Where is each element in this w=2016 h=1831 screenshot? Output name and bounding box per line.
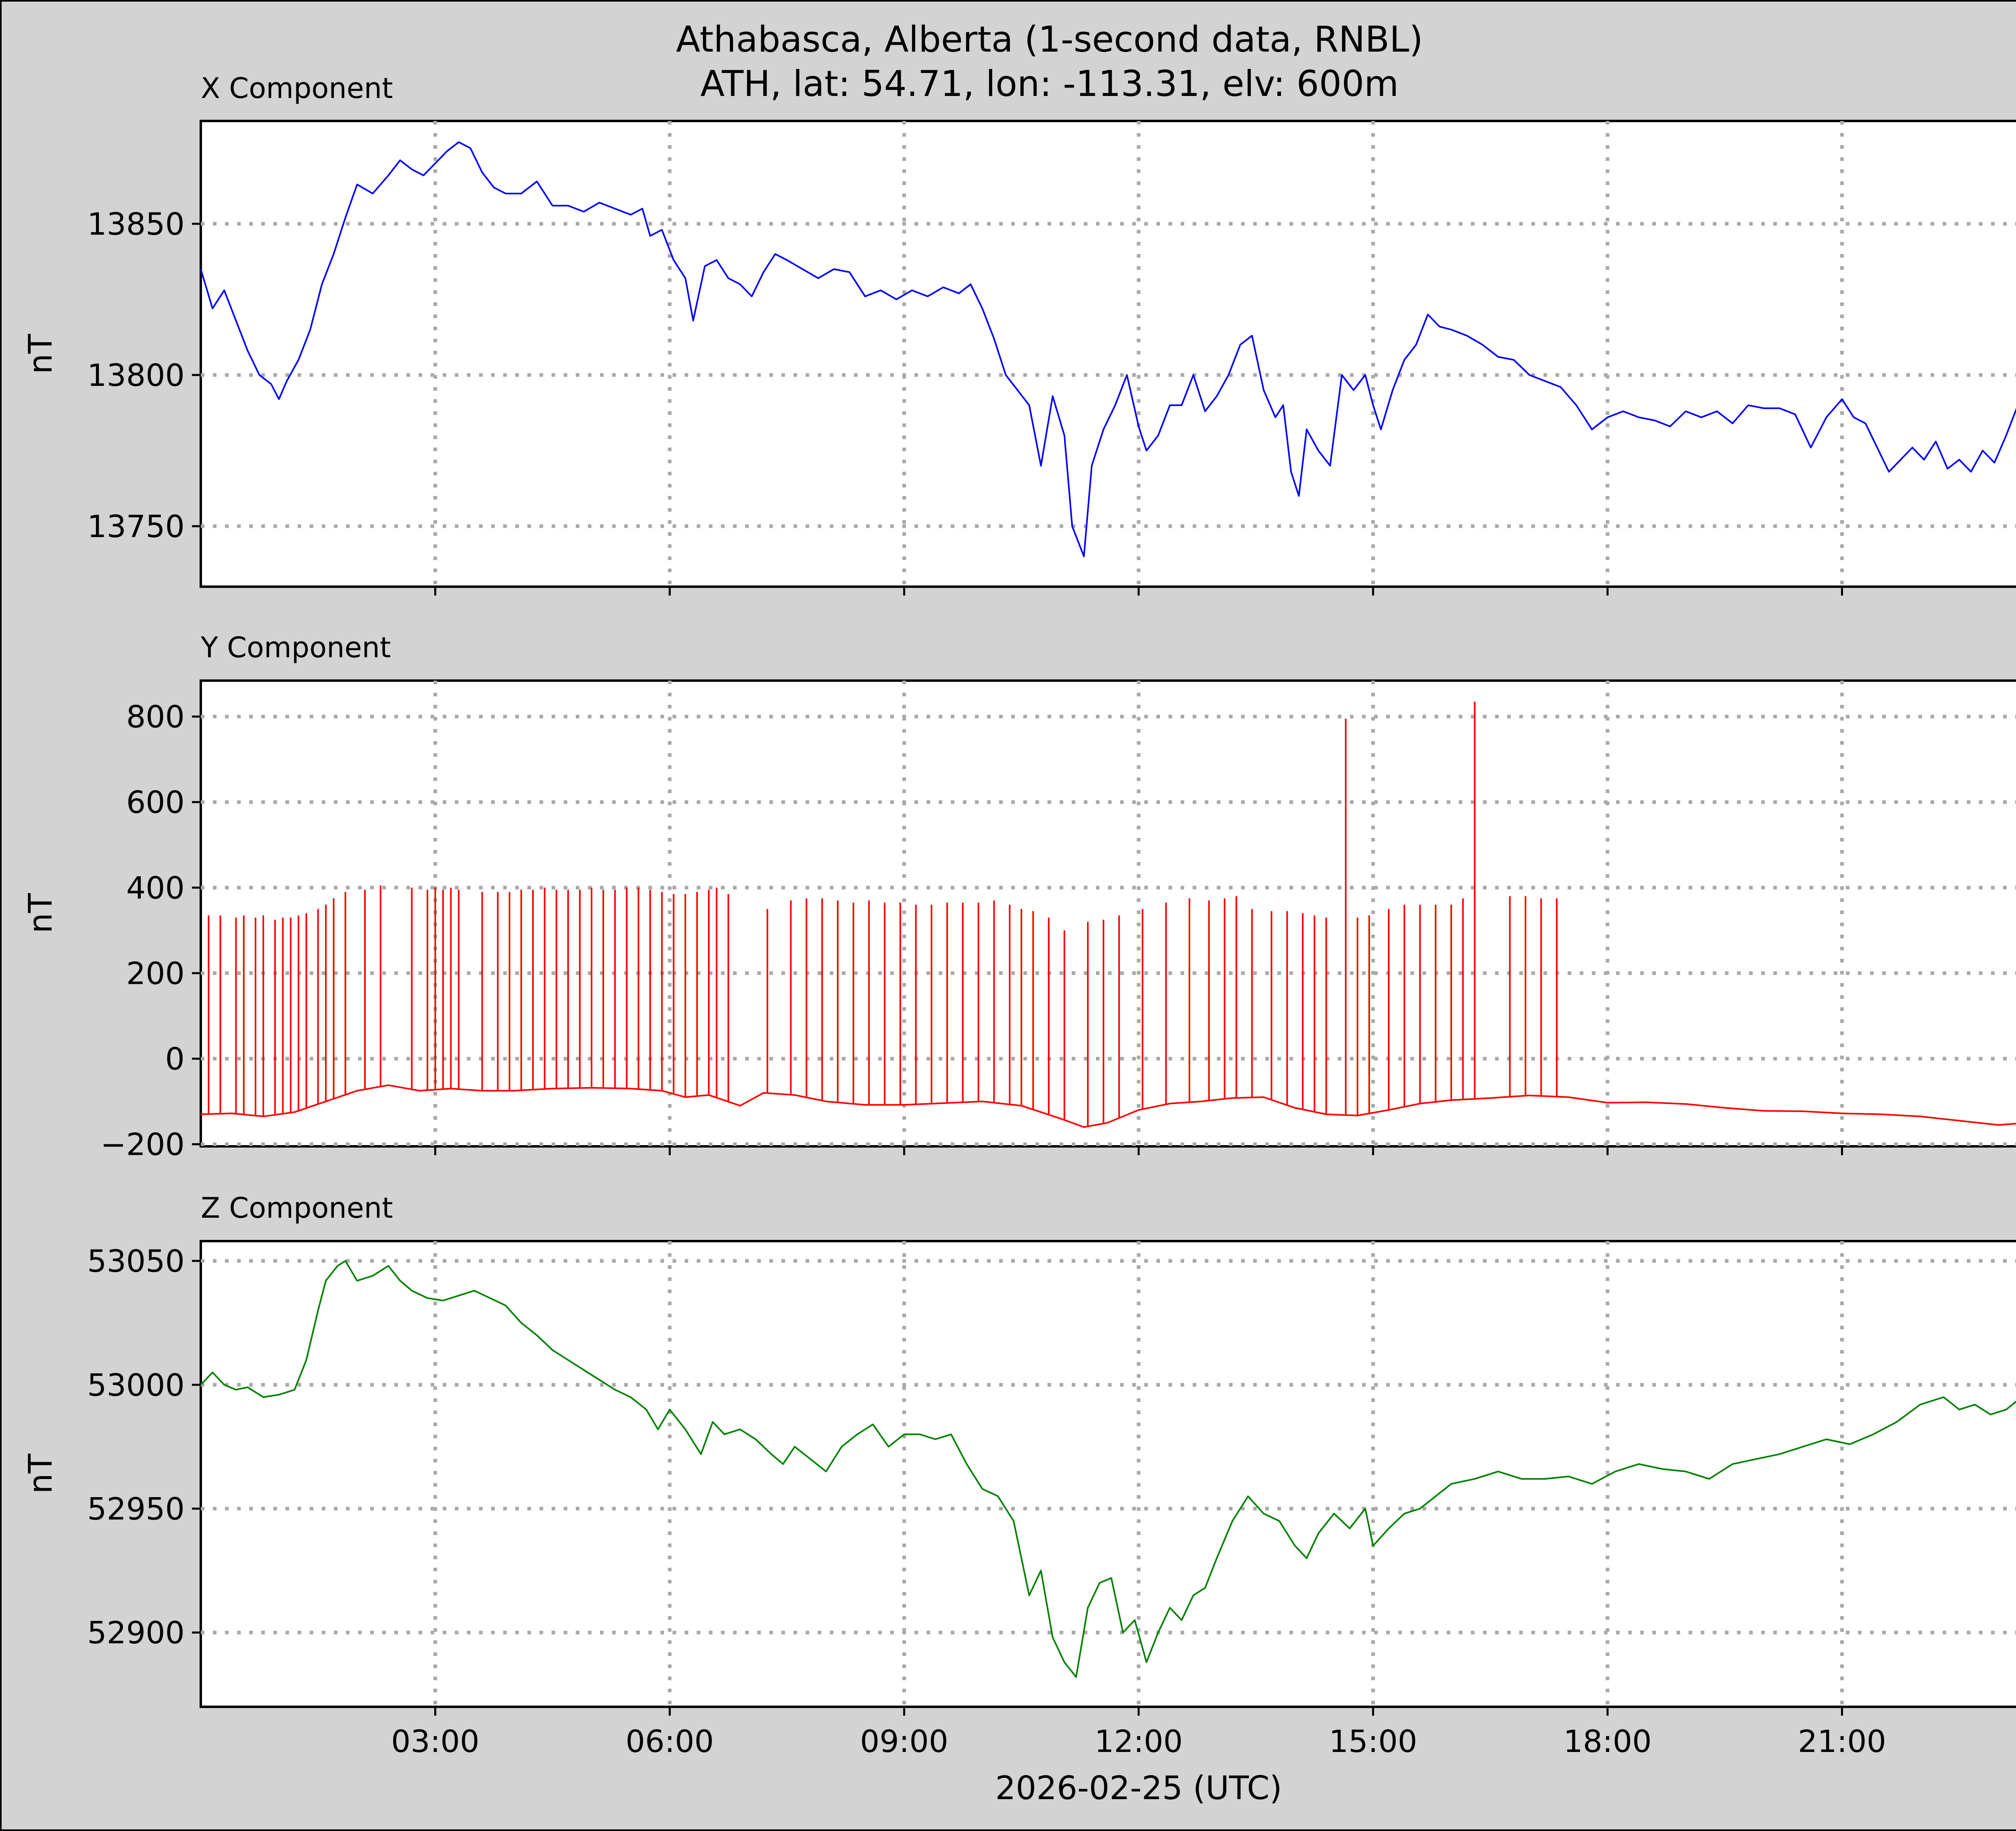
x-tick-label: 09:00 — [860, 1723, 948, 1759]
x-component-y-ticks: 13750 13800 13850 — [87, 206, 201, 544]
x-tick-label: 12:00 — [1094, 1723, 1183, 1759]
x-component-plot-area — [200, 120, 2016, 588]
y-component-line — [200, 1084, 2016, 1128]
z-component-y-ticks: 52900 52950 53000 53050 — [87, 1243, 201, 1651]
y-component-series — [200, 701, 2016, 1128]
z-component-y-tick-label: 53000 — [87, 1367, 185, 1403]
figure-title-line1: Athabasca, Alberta (1-second data, RNBL) — [676, 19, 1423, 60]
x-axis-label: 2026-02-25 (UTC) — [995, 1769, 1282, 1807]
x-component-y-tick-label: 13750 — [87, 508, 185, 544]
y-component-y-tick-label: 0 — [165, 1041, 185, 1077]
x-component-x-ticks — [434, 587, 1843, 596]
figure-title-line2: ATH, lat: 54.71, lon: -113.31, elv: 600m — [700, 63, 1399, 104]
x-tick-label: 15:00 — [1329, 1723, 1417, 1759]
y-component-y-tick-label: 200 — [126, 955, 185, 991]
z-component-title: Z Component — [201, 1192, 393, 1225]
y-component-y-tick-label: 600 — [126, 784, 185, 820]
z-component-line — [200, 1260, 2016, 1678]
x-component-grid — [201, 121, 2016, 587]
z-component-y-tick-label: 52950 — [87, 1491, 185, 1527]
x-component-panel: X Component 13750 13800 13850 nT — [22, 72, 2016, 596]
y-component-y-tick-label: 400 — [126, 870, 185, 906]
z-component-y-tick-label: 53050 — [87, 1243, 185, 1279]
x-component-y-tick-label: 13800 — [87, 357, 185, 393]
y-component-panel: Y Component −200 0 200 400 600 800 nT — [22, 631, 2016, 1162]
y-component-y-axis-label: nT — [22, 893, 59, 933]
z-component-y-tick-label: 52900 — [87, 1615, 185, 1651]
y-component-x-ticks — [434, 1146, 1843, 1155]
y-component-y-ticks: −200 0 200 400 600 800 — [100, 699, 201, 1162]
z-component-y-axis-label: nT — [22, 1453, 59, 1494]
x-tick-label: 21:00 — [1798, 1723, 1886, 1759]
z-component-plot-area — [200, 1240, 2016, 1708]
x-component-title: X Component — [201, 72, 393, 105]
x-tick-label: 03:00 — [391, 1723, 479, 1759]
x-component-y-tick-label: 13850 — [87, 206, 185, 242]
z-component-series — [200, 1260, 2016, 1678]
y-component-title: Y Component — [200, 631, 391, 664]
x-component-series — [200, 141, 2016, 557]
x-tick-label: 06:00 — [625, 1723, 714, 1759]
z-component-x-ticks: 03:00 06:00 09:00 12:00 15:00 18:00 21:00 — [391, 1707, 1886, 1759]
x-component-y-axis-label: nT — [22, 333, 59, 374]
y-component-y-tick-label: 800 — [126, 699, 185, 735]
y-component-y-tick-label: −200 — [100, 1127, 185, 1162]
x-tick-label: 18:00 — [1563, 1723, 1652, 1759]
x-component-line — [200, 141, 2016, 557]
z-component-panel: Z Component 52900 52950 53000 53050 03:00 06… — [22, 1192, 2016, 1759]
z-component-grid — [201, 1241, 2016, 1707]
y-component-plot-area — [200, 679, 2016, 1148]
